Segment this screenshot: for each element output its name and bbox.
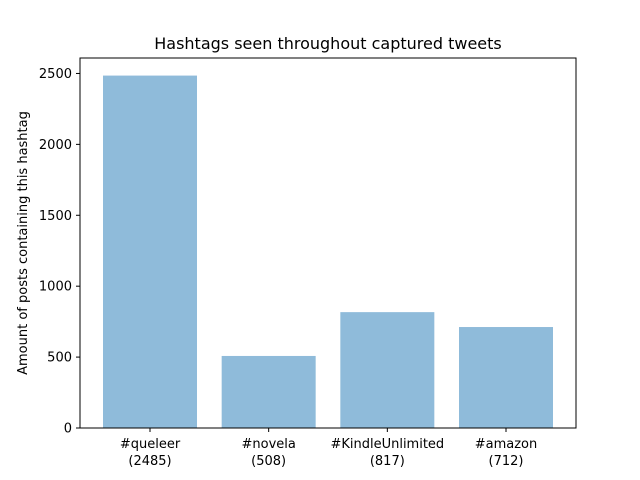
x-tick-label-2: #KindleUnlimited (817)	[330, 437, 444, 469]
plot-frame	[79, 57, 577, 429]
y-axis-ticks: 0 500 1000 1500 2000 2500	[39, 67, 80, 437]
y-tick-label-2: 1000	[39, 280, 72, 295]
x-tick-label-1: #novela (508)	[241, 437, 295, 469]
bars-group	[103, 75, 553, 429]
bar-1	[221, 355, 316, 428]
y-axis-label: Amount of posts containing this hashtag	[16, 111, 31, 375]
bar-3	[459, 327, 553, 428]
y-tick-label-5: 2500	[39, 67, 72, 82]
y-tick-label-3: 1500	[39, 209, 72, 224]
y-tick-label-0: 0	[64, 422, 72, 437]
y-tick-label-1: 500	[47, 351, 72, 366]
y-tick-label-4: 2000	[39, 138, 72, 153]
x-tick-label-0: #queleer (2485)	[120, 437, 181, 469]
chart-title: Hashtags seen throughout captured tweets	[154, 34, 502, 53]
x-tick-label-3: #amazon (712)	[475, 437, 538, 469]
x-axis-ticks: #queleer (2485) #novela (508) #KindleUnlimit…	[120, 428, 537, 469]
bar-0	[103, 75, 197, 429]
bar-2	[340, 312, 435, 428]
